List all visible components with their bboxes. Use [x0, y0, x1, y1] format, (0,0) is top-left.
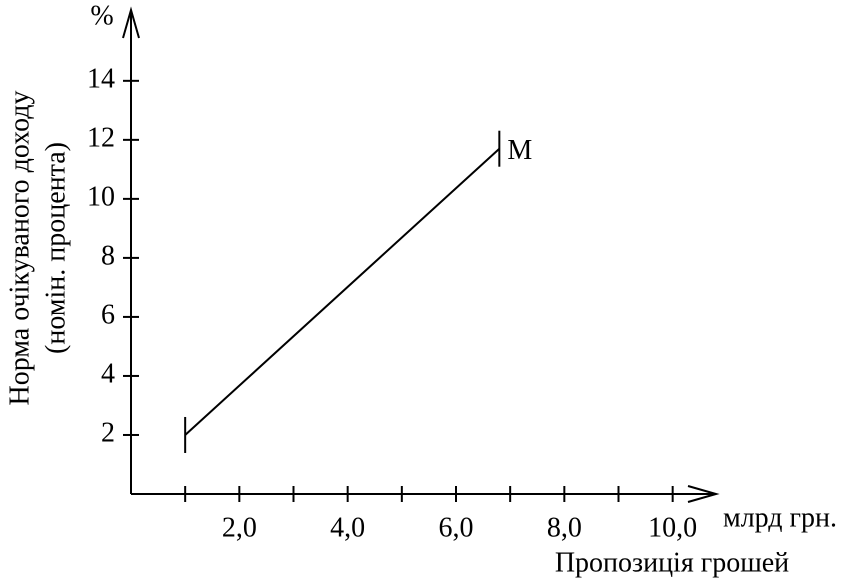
- line: [184, 147, 501, 436]
- series-label: M: [507, 135, 532, 166]
- y-axis: [122, 6, 140, 494]
- x-unit: млрд грн.: [723, 502, 837, 533]
- y-axis-label: (номін. процента): [40, 142, 71, 354]
- x-tick-label: 2,0: [222, 512, 257, 543]
- x-tick-label: 8,0: [547, 512, 582, 543]
- x-axis-label: Пропозиція грошей: [555, 547, 789, 578]
- y-tick-label: 2: [101, 417, 115, 448]
- y-tick-label: 8: [101, 240, 115, 271]
- y-tick-label: 10: [87, 181, 115, 212]
- y-tick-label: 14: [87, 63, 115, 94]
- y-unit: %: [90, 0, 113, 31]
- y-axis-label: Норма очікуваного доходу: [4, 90, 35, 405]
- y-tick-label: 6: [101, 299, 115, 330]
- x-axis: [131, 485, 720, 503]
- x-tick-label: 10,0: [648, 512, 697, 543]
- y-tick-label: 12: [87, 122, 115, 153]
- y-tick-label: 4: [101, 358, 115, 389]
- x-tick-label: 6,0: [439, 512, 474, 543]
- x-tick-label: 4,0: [330, 512, 365, 543]
